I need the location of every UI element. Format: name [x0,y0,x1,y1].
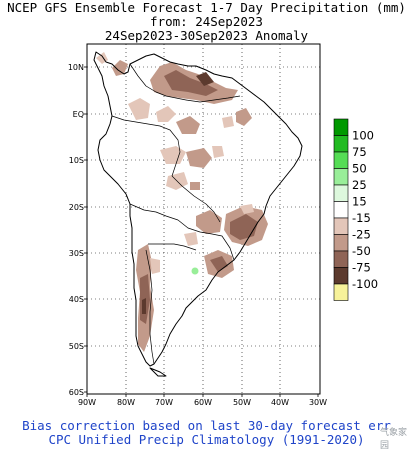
footer-line-1: Bias correction based on last 30-day for… [22,418,391,433]
lon-label-90w: 90W [78,398,96,407]
legend-swatch [333,283,349,301]
lat-label-60s: 60S [69,388,84,397]
legend-label: -50 [352,244,371,258]
title-line-3: 24Sep2023-30Sep2023 Anomaly [104,28,309,43]
legend-swatch [333,267,349,285]
lon-label-50w: 50W [233,398,251,407]
country-borders [111,63,241,365]
legend-label: 15 [352,195,367,209]
coastlines [93,51,303,377]
title-line-1: NCEP GFS Ensemble Forecast 1-7 Day Preci… [7,0,406,15]
legend-label: -75 [352,261,371,275]
lon-label-30w: 30W [309,398,327,407]
lat-label-30s: 30S [69,249,84,258]
legend-label: -15 [352,211,371,225]
lon-label-40w: 40W [271,398,289,407]
axis-ticks [84,66,319,397]
legend-swatch [333,151,349,169]
lat-label-50s: 50S [69,342,84,351]
legend-label: 25 [352,178,367,192]
lon-label-60w: 60W [194,398,212,407]
legend-label: 100 [352,129,374,143]
legend-label: 75 [352,145,367,159]
title-line-2: from: 24Sep2023 [150,14,263,29]
lat-label-10s: 10S [69,156,84,165]
color-legend: 100 75 50 25 15 -15 -25 -50 -75 -100 [333,118,378,301]
longitude-labels: 90W 80W 70W 60W 50W 40W 30W [78,398,327,407]
legend-label: 50 [352,162,367,176]
lat-label-40s: 40S [69,295,84,304]
legend-swatch [333,135,349,153]
lon-label-70w: 70W [155,398,173,407]
lat-label-10n: 10N [68,63,84,72]
legend-swatch [333,201,349,219]
legend-swatch [333,234,349,252]
lat-label-eq: EQ [73,110,84,119]
lat-label-20s: 20S [69,203,84,212]
lon-label-80w: 80W [117,398,135,407]
footer-line-2: CPC Unified Precip Climatology (1991-202… [48,432,365,447]
legend-swatch [333,184,349,202]
legend-swatch [333,217,349,235]
watermark: 气象家园 [380,428,408,449]
legend-swatch [333,118,349,136]
legend-swatch [333,168,349,186]
legend-swatch [333,250,349,268]
legend-label: -100 [352,277,378,291]
anomaly-shading [96,52,268,352]
latitude-labels: 10N EQ 10S 20S 30S 40S 50S 60S [68,63,84,397]
legend-label: -25 [352,228,371,242]
